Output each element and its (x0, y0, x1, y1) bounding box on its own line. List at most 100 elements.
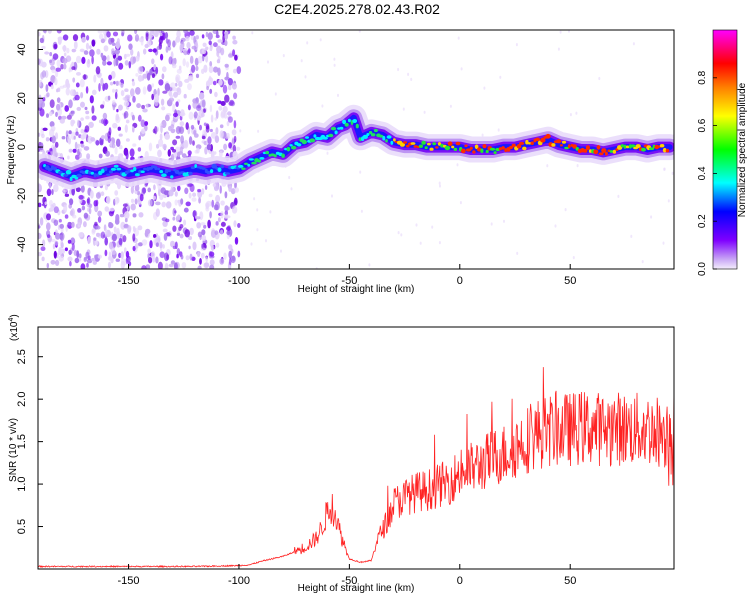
noise-speck (231, 137, 235, 146)
figure-title: C2E4.2025.278.02.43.R02 (274, 1, 440, 17)
noise-speck (150, 251, 156, 260)
noise-speck (158, 79, 164, 86)
noise-speck (185, 35, 190, 42)
noise-speck (109, 207, 115, 212)
noise-speck (257, 129, 260, 133)
noise-speck (115, 57, 119, 67)
noise-speck (333, 63, 336, 67)
noise-speck (91, 55, 94, 65)
noise-speck (165, 114, 170, 122)
noise-speck (83, 129, 88, 133)
noise-speck (170, 240, 175, 248)
ridge-core (247, 163, 251, 167)
noise-speck (67, 221, 72, 226)
noise-speck (59, 223, 64, 229)
noise-speck (516, 251, 519, 255)
noise-speck (232, 39, 238, 45)
noise-speck (209, 259, 215, 266)
noise-speck (184, 229, 190, 238)
ridge-core (173, 168, 176, 172)
noise-speck (46, 234, 51, 239)
colorbar-label: Normalized spectral amplitude (737, 82, 748, 217)
noise-speck (157, 261, 163, 269)
noise-speck (42, 127, 48, 131)
spectrogram-x-ticks: -150 -100 -50 0 50 (118, 264, 576, 287)
colorbar: 0.0 0.2 0.4 0.6 0.8 Normalized spectral ampl… (697, 29, 748, 276)
noise-speck (224, 63, 229, 68)
noise-speck (41, 256, 45, 262)
noise-speck (86, 35, 90, 41)
ridge-core (393, 138, 396, 142)
noise-speck (134, 30, 138, 35)
ridge-core (469, 146, 473, 150)
colorbar-gradient (712, 29, 738, 270)
noise-speck (38, 252, 43, 257)
noise-speck (108, 74, 112, 81)
noise-speck (120, 90, 125, 97)
noise-speck (114, 218, 120, 225)
noise-speck (96, 232, 100, 237)
spectrogram-y-label: Frequency (Hz) (6, 116, 17, 185)
noise-speck (224, 210, 228, 216)
noise-speck (52, 146, 57, 154)
noise-speck (142, 108, 148, 113)
ridge-core (518, 141, 525, 145)
noise-speck (151, 58, 155, 65)
noise-speck (181, 153, 187, 159)
noise-speck (333, 57, 336, 61)
noise-speck (115, 258, 121, 262)
noise-speck (67, 256, 73, 262)
snr-scale-note: (x104) (8, 314, 20, 341)
noise-speck (79, 78, 85, 88)
spectrogram-y-tick-label: -40 (16, 237, 28, 253)
noise-speck (227, 84, 232, 91)
noise-speck (124, 88, 129, 92)
noise-speck (235, 146, 241, 151)
noise-speck (189, 30, 195, 36)
noise-speck (58, 218, 62, 223)
noise-speck (74, 141, 78, 150)
noise-speck (189, 253, 193, 261)
snr-x-tick-label: -50 (341, 575, 357, 587)
noise-speck (186, 41, 191, 49)
noise-speck (98, 83, 101, 92)
noise-speck (159, 32, 163, 37)
noise-speck (134, 198, 138, 205)
ridge-core (237, 164, 244, 168)
ridge-core (362, 134, 368, 139)
noise-speck (124, 111, 129, 119)
noise-speck (224, 39, 228, 47)
noise-speck (115, 80, 119, 86)
noise-speck (159, 36, 164, 40)
ridge-core (405, 144, 410, 148)
ridge-core (50, 165, 55, 170)
ridge-core (447, 141, 453, 146)
spectrogram-x-tick-label: -100 (228, 275, 250, 287)
noise-speck (402, 107, 405, 111)
noise-speck (111, 100, 116, 105)
noise-speck (217, 100, 222, 104)
ridge-core (561, 140, 567, 144)
noise-speck (160, 53, 164, 61)
noise-speck (215, 127, 219, 135)
noise-speck (83, 221, 87, 228)
noise-speck (211, 199, 215, 208)
noise-speck (71, 187, 75, 196)
noise-speck (559, 30, 562, 34)
noise-speck (218, 105, 223, 111)
colorbar-ticks: 0.0 0.2 0.4 0.6 0.8 (697, 70, 717, 276)
noise-speck (546, 164, 549, 168)
noise-speck (201, 48, 207, 55)
noise-speck (256, 208, 259, 212)
noise-speck (61, 136, 66, 140)
noise-speck (54, 132, 59, 140)
noise-speck (77, 119, 80, 128)
noise-speck (239, 129, 242, 133)
noise-speck (49, 148, 53, 152)
noise-speck (175, 76, 179, 83)
noise-speck (127, 34, 133, 42)
noise-speck (490, 222, 493, 226)
noise-speck (68, 67, 72, 73)
noise-speck (224, 205, 229, 212)
